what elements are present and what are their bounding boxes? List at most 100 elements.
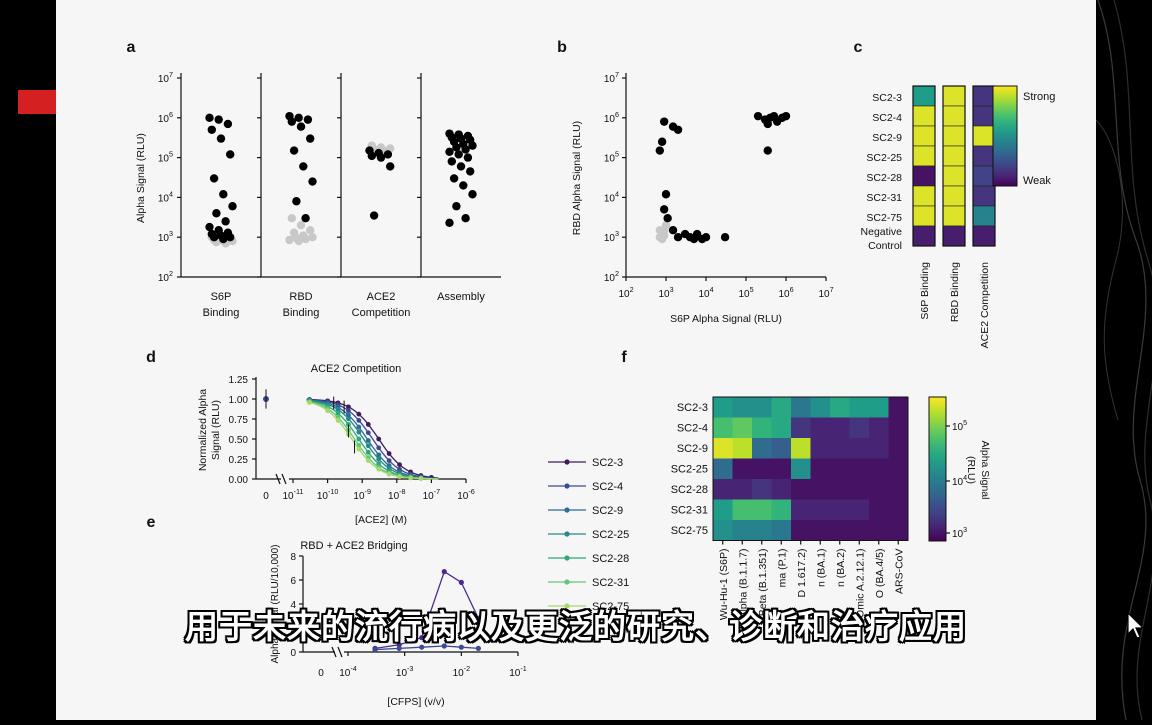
panel-d-point [397,474,402,480]
panel-d-point [346,404,351,410]
panel-a-grey-point [301,234,310,244]
panel-f-cell [752,397,772,418]
panel-c-cell [912,225,936,247]
panel-f-cell [791,479,811,500]
panel-d-point [346,412,351,418]
panel-f-colorbar [928,396,947,542]
panel-b-xtick: 104 [698,285,713,300]
panel-b-xlabel: S6P Alpha Signal (RLU) [670,313,782,325]
panel-b-ytick: 107 [604,70,619,85]
panel-d-xlabel: [ACE2] (M) [355,514,407,526]
panel-a-point [452,202,461,211]
panel-a-point [219,190,228,199]
panel-b-point [659,117,669,126]
panel-d-point [356,429,362,435]
panel-d-point [356,417,362,423]
panel-f-cell [830,438,850,459]
panel-d-xtick: 10-7 [423,487,441,502]
panel-f-colorbar-unit: (RLU) [965,456,977,484]
panel-d-point [397,462,402,468]
panel-c-cell [912,145,936,167]
panel-a-point [303,115,313,124]
panel-d-ytick: 0.50 [229,435,249,446]
panel-e-xtick: 10-3 [396,664,414,679]
panel-e-title: RBD + ACE2 Bridging [300,540,407,552]
panel-d-point [376,461,382,467]
panel-f-cell [810,479,831,500]
panel-f-cell [810,438,831,459]
panel-f-column-label: Beta (B.1.351) [757,549,769,617]
panel-a-point [463,153,473,162]
panel-f-cell [771,479,792,500]
panel-label-a: a [127,39,136,56]
panel-f-cell [713,417,733,439]
panel-b-grey-point [661,221,671,230]
panel-a-category-label: S6P [211,291,232,303]
panel-a-point [228,202,237,211]
panel-a-category-label: Binding [203,307,240,319]
panel-b-ytick: 103 [604,229,619,244]
panel-b-point [673,233,683,242]
panel-a-point [212,209,221,218]
panel-e-ytick: 8 [290,552,296,563]
panel-a-point [386,162,395,171]
panel-b-xtick: 103 [658,285,673,300]
panel-f-cell [869,438,889,459]
panel-f-row-label: SC2-75 [671,525,708,537]
video-subtitle: 用于未来的流行病以及更泛的研究、诊断和治疗应用 [185,607,967,646]
panel-e-xtick: 10-1 [509,664,527,679]
panel-c-cell [942,185,966,207]
panel-f-cell [791,520,811,541]
panel-a-point [383,150,393,159]
legend-marker-SC2-25 [564,531,570,537]
panel-d-xtick: 10-9 [353,487,371,502]
panel-f-cell [810,397,831,418]
panel-d-point [346,422,351,427]
panel-f-cell [869,417,889,439]
panel-f-row-label: SC2-28 [671,484,708,496]
axis-break [275,473,281,485]
panel-f-cell [752,438,772,459]
panel-e-ytick: 6 [290,576,296,587]
panel-f-cell [791,499,811,521]
panel-b-point [781,111,791,121]
panel-f-cell [810,417,831,439]
panel-f-cell [810,499,831,521]
panel-c-column-label: ACE2 Competition [979,262,991,349]
slide-canvas: a Alpha Signal (RLU) 102 103 104 105 106 107 S6P… [56,0,1096,720]
panel-f-cell [752,458,772,480]
panel-a-ytick: 103 [158,229,173,244]
panel-d-ytick: 1.25 [229,375,249,386]
panel-e-xtick: 0 [318,668,324,679]
panel-d-xtick: 10-11 [283,487,304,502]
panel-c-row-label: SC2-25 [866,152,902,164]
panel-f-cell [732,397,753,418]
panel-a-point [209,174,219,183]
panel-f-row-label: SC2-3 [677,402,708,414]
panel-f-cell [713,458,733,480]
panel-f-column-label: Omic A.2.12.1) [854,549,866,618]
panel-f-cell [849,499,870,521]
panel-f-colorbar-label: 105 [952,418,967,433]
panel-a-point [296,122,306,131]
legend-marker-SC2-28 [564,555,570,561]
panel-e-point [372,647,378,653]
panel-b-xtick: 106 [778,285,793,300]
panel-f-cell [752,520,772,541]
panel-e-ylabel: Alpha Signal (RLU/10,000) [270,545,281,664]
panel-e-point [475,615,481,622]
panel-f-cell [849,458,870,480]
panel-f-cell [830,499,850,521]
panel-f-cell [713,438,733,459]
panel-d-curve-SC2-31 [306,400,439,480]
panel-b-point [655,146,665,155]
panel-f-cell [830,520,850,541]
panel-f-colorbar-title: Alpha Signal [979,441,991,500]
panel-f-cell [888,499,909,521]
axis-break [331,646,337,658]
panel-f-cell [732,479,753,500]
panel-d-point [307,400,312,405]
panel-f-column-label: n (BA.2) [835,549,847,588]
panel-c-row-label: SC2-4 [872,112,902,124]
panel-f-cell [888,479,909,500]
